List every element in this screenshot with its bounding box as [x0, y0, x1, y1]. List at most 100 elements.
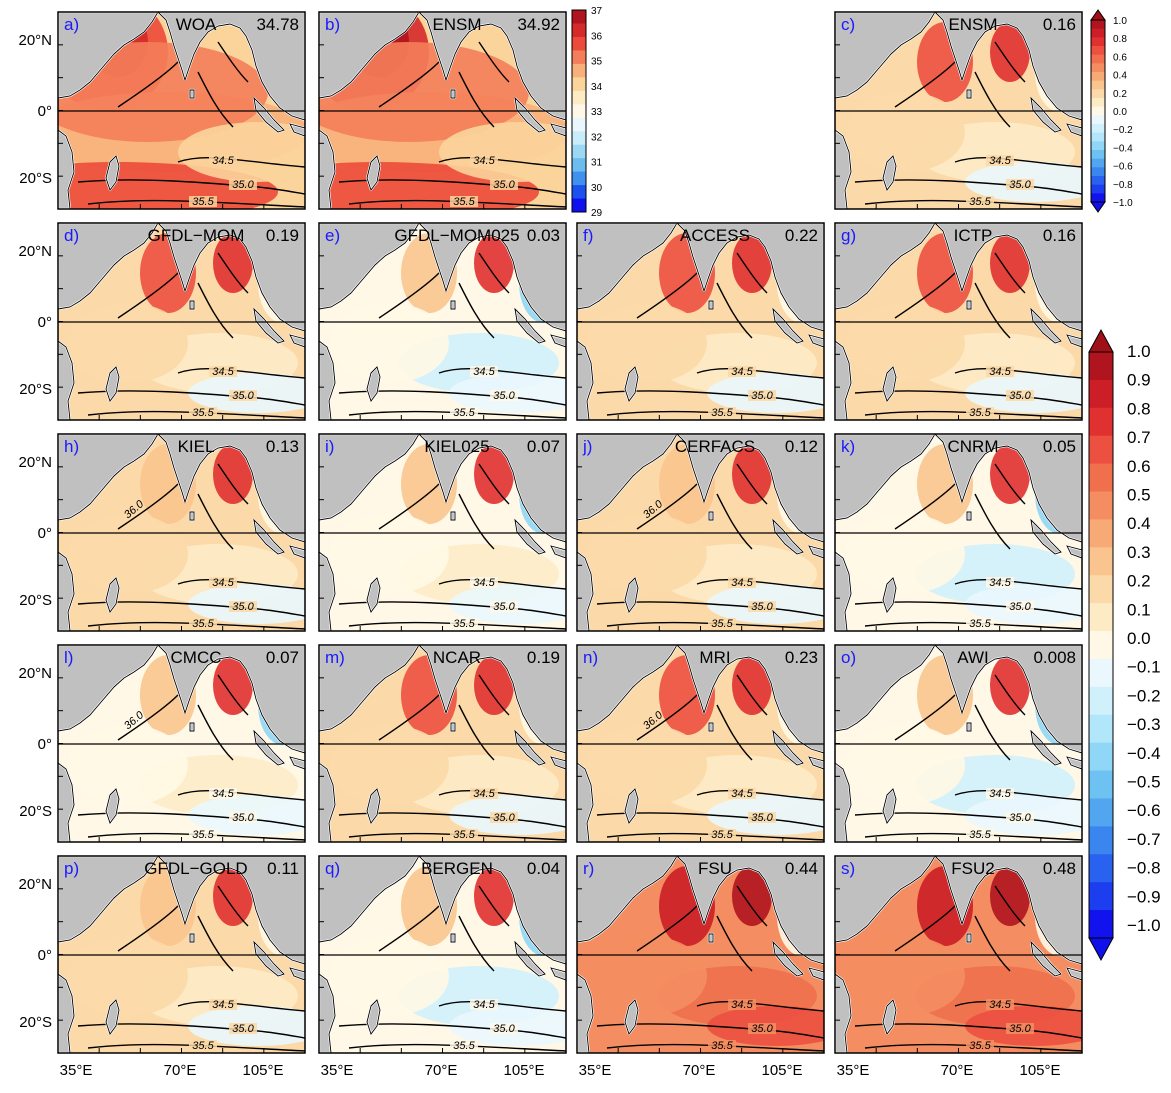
contour-label-bg: [728, 577, 756, 588]
coastline: [1066, 967, 1082, 981]
salinity-contour: [217, 463, 249, 505]
map-panel-8: 34.535.035.536.0h) KIEL 0.13: [57, 433, 306, 632]
colorbar-diff-small-swatch: [1091, 89, 1105, 99]
field-blob: [329, 725, 449, 805]
contour-label: 35.0: [751, 390, 773, 402]
coastline: [319, 551, 336, 631]
contour-label: 34.5: [212, 577, 234, 589]
coastline: [189, 89, 195, 99]
colorbar-diff-large-tick: 1.0: [1127, 342, 1151, 361]
salinity-contour: [894, 272, 956, 319]
land-mass: [449, 299, 457, 311]
lat-tick-label: 0°: [38, 314, 52, 331]
contour-label-bg: [708, 407, 736, 418]
coastline: [105, 788, 120, 824]
contour-label: 34.5: [989, 788, 1011, 800]
contour-label: 35.5: [711, 407, 733, 419]
coastline: [882, 155, 897, 191]
colorbar-diff-large-swatch: [1089, 547, 1113, 576]
colorbar-diff-small-tick: 0.2: [1113, 89, 1127, 100]
map-panel-3: 34.5 35.0 35.5 c) ENSM 0.16: [834, 11, 1083, 210]
panel-title: ICTP: [954, 226, 993, 245]
salinity-contour: [378, 694, 440, 741]
coastline: [966, 511, 972, 521]
colorbar-diff-large-tick: 0.2: [1127, 572, 1151, 591]
field-blob: [213, 866, 253, 926]
field-blob: [845, 936, 965, 1016]
contour-label: 34.5: [473, 366, 495, 378]
salinity-contour: [458, 915, 495, 972]
colorbar-diff-small-tick: −1.0: [1113, 198, 1133, 209]
lat-tick-label: 0°: [38, 525, 52, 542]
field-blob: [329, 936, 449, 1016]
panel-title: FSU: [698, 859, 732, 878]
panel-label: s): [841, 859, 855, 878]
colorbar-absolute-swatch: [572, 10, 586, 24]
colorbar-diff-large-tick: 0.6: [1127, 457, 1151, 476]
colorbar-absolute-swatch: [572, 77, 586, 92]
contour-label: 34.5: [212, 366, 234, 378]
field-blob: [178, 122, 305, 182]
panel-label: d): [64, 226, 79, 245]
contour-label: 35.0: [493, 601, 515, 613]
lat-tick-label: 20°S: [19, 803, 52, 820]
coastline: [550, 123, 566, 137]
coastline: [835, 223, 936, 310]
coastline: [58, 223, 159, 310]
map-field-18: 34.5 35.0 35.5: [577, 856, 824, 1053]
panel-title: FSU2: [951, 859, 994, 878]
salinity-contour: [458, 282, 495, 339]
map-field-5: 34.5 35.0 35.5: [319, 223, 566, 420]
map-field-9: 34.5 35.0 35.5: [319, 434, 566, 631]
field-blob: [68, 514, 188, 594]
contour-label-bg: [966, 1040, 994, 1051]
coastline: [253, 518, 285, 555]
lat-tick-label: 20°S: [19, 1014, 52, 1031]
colorbar-absolute-swatch: [572, 198, 586, 213]
colorbar-absolute-swatch: [572, 185, 586, 200]
field-blob: [990, 233, 1030, 293]
contour-label-bg: [986, 366, 1014, 377]
colorbar-diff-large-tick: 0.0: [1127, 629, 1151, 648]
contour-label-bg: [1006, 179, 1034, 190]
coastline: [808, 334, 824, 348]
coastline: [835, 973, 852, 1053]
contour-label-bg: [728, 788, 756, 799]
coastline: [514, 729, 546, 766]
coastline: [835, 762, 852, 842]
coastline: [835, 12, 936, 99]
contour-label-bg: [229, 601, 257, 612]
colorbar-diff-large-tick: 0.9: [1127, 371, 1151, 390]
colorbar-absolute-swatch: [572, 36, 586, 51]
lat-tick-label: 20°N: [18, 243, 52, 260]
coastline: [319, 856, 420, 943]
field-blob: [587, 725, 707, 805]
colorbar-diff-small-tick: 0.8: [1113, 34, 1127, 45]
colorbar-absolute-swatch: [572, 158, 586, 173]
lon-tick-label: 70°E: [941, 1062, 974, 1079]
salinity-contour: [87, 410, 305, 419]
coastline: [1066, 123, 1082, 137]
map-field-15: 34.5 35.0 35.5: [835, 645, 1082, 842]
contour-label-bg: [708, 1040, 736, 1051]
contour-label-bg: [470, 155, 498, 166]
salinity-contour: [606, 832, 824, 841]
coastline: [577, 434, 678, 521]
coastline: [366, 155, 381, 191]
map-panel-17: 34.5 35.0 35.5 q) BERGEN 0.04: [318, 855, 567, 1054]
colorbar-absolute-tick: 32: [591, 132, 603, 143]
contour-label-bg: [490, 390, 518, 401]
coastline: [808, 756, 824, 770]
colorbar-absolute-swatch: [572, 171, 586, 186]
field-blob: [474, 866, 514, 926]
colorbar-diff-large-tick: −0.8: [1127, 859, 1161, 878]
salinity-contour: [478, 463, 510, 505]
lon-tick-label: 35°E: [321, 1062, 354, 1079]
field-blob: [845, 303, 965, 383]
map-panel-10: 34.535.035.536.0j) CERFACS 0.12: [576, 433, 825, 632]
field-blob: [319, 42, 529, 142]
salinity-contour: [864, 1043, 1082, 1052]
contour-label-bg: [229, 1023, 257, 1034]
coastline: [835, 340, 852, 420]
coastline: [514, 96, 546, 133]
